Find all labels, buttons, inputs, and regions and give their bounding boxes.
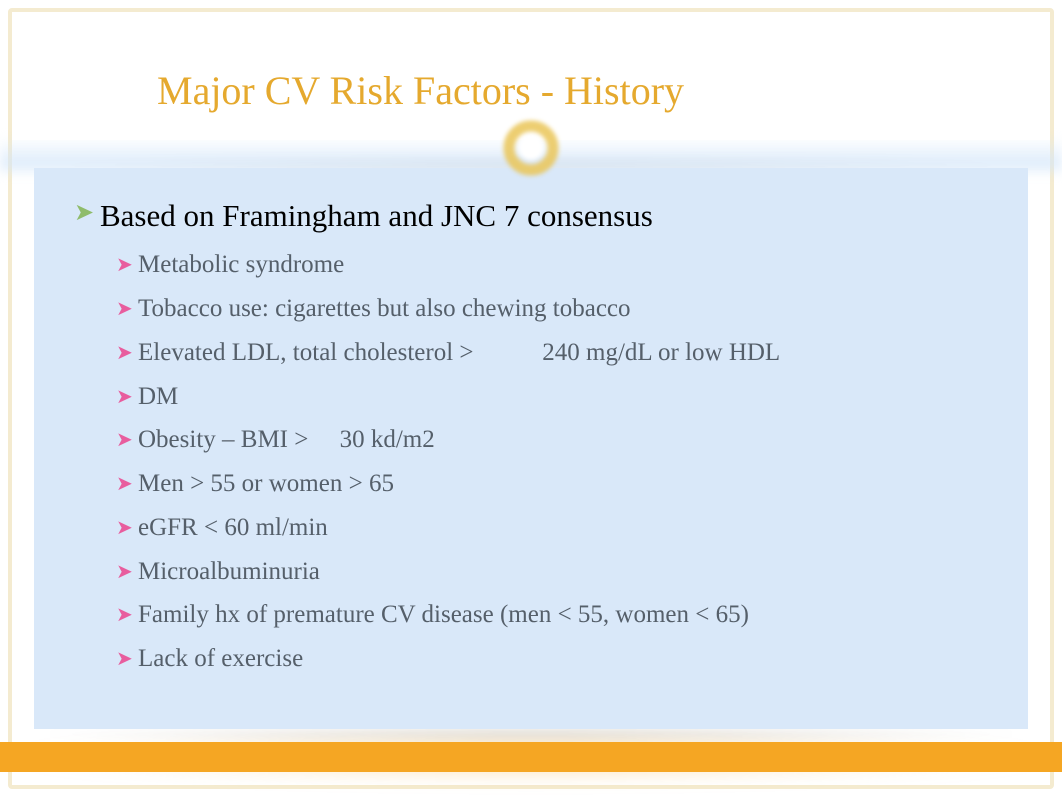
ring-ornament-icon <box>501 118 561 178</box>
sub-bullet-marker-icon: ➤ <box>116 602 126 628</box>
sub-bullet-marker-icon: ➤ <box>116 559 126 585</box>
slide-title: Major CV Risk Factors - History <box>157 67 684 114</box>
sub-bullet: ➤ Obesity – BMI > 30 kd/m2 <box>116 423 988 457</box>
sub-bullet-text: Microalbuminuria <box>138 555 320 589</box>
sub-bullet-marker-icon: ➤ <box>116 646 126 672</box>
main-bullet: ➤ Based on Framingham and JNC 7 consensu… <box>74 196 988 236</box>
main-bullet-text: Based on Framingham and JNC 7 consensus <box>100 196 653 236</box>
main-bullet-marker-icon: ➤ <box>74 199 88 228</box>
sub-bullet: ➤ Lack of exercise <box>116 642 988 676</box>
sub-bullet-marker-icon: ➤ <box>116 384 126 410</box>
sub-bullet-list: ➤ Metabolic syndrome ➤ Tobacco use: ciga… <box>116 248 988 676</box>
sub-bullet-text: Elevated LDL, total cholesterol > 240 mg… <box>138 336 780 370</box>
sub-bullet: ➤ Men > 55 or women > 65 <box>116 467 988 501</box>
sub-bullet: ➤ Microalbuminuria <box>116 555 988 589</box>
sub-bullet: ➤ Metabolic syndrome <box>116 248 988 282</box>
accent-bar <box>0 742 1062 772</box>
content-section: ➤ Based on Framingham and JNC 7 consensu… <box>34 168 1028 729</box>
sub-bullet-marker-icon: ➤ <box>116 515 126 541</box>
sub-bullet-text: Family hx of premature CV disease (men <… <box>138 598 749 632</box>
sub-bullet: ➤ DM <box>116 380 988 414</box>
sub-bullet-text: DM <box>138 380 178 414</box>
sub-bullet: ➤ Family hx of premature CV disease (men… <box>116 598 988 632</box>
sub-bullet-marker-icon: ➤ <box>116 471 126 497</box>
sub-bullet-text: Lack of exercise <box>138 642 303 676</box>
sub-bullet-marker-icon: ➤ <box>116 252 126 278</box>
sub-bullet-text: Obesity – BMI > 30 kd/m2 <box>138 423 435 457</box>
sub-bullet-marker-icon: ➤ <box>116 427 126 453</box>
sub-bullet-text: Men > 55 or women > 65 <box>138 467 394 501</box>
sub-bullet-text: eGFR < 60 ml/min <box>138 511 328 545</box>
sub-bullet-marker-icon: ➤ <box>116 340 126 366</box>
sub-bullet: ➤ Elevated LDL, total cholesterol > 240 … <box>116 336 988 370</box>
sub-bullet-text: Tobacco use: cigarettes but also chewing… <box>138 292 631 326</box>
sub-bullet: ➤ Tobacco use: cigarettes but also chewi… <box>116 292 988 326</box>
sub-bullet-marker-icon: ➤ <box>116 296 126 322</box>
sub-bullet-text: Metabolic syndrome <box>138 248 344 282</box>
sub-bullet: ➤ eGFR < 60 ml/min <box>116 511 988 545</box>
